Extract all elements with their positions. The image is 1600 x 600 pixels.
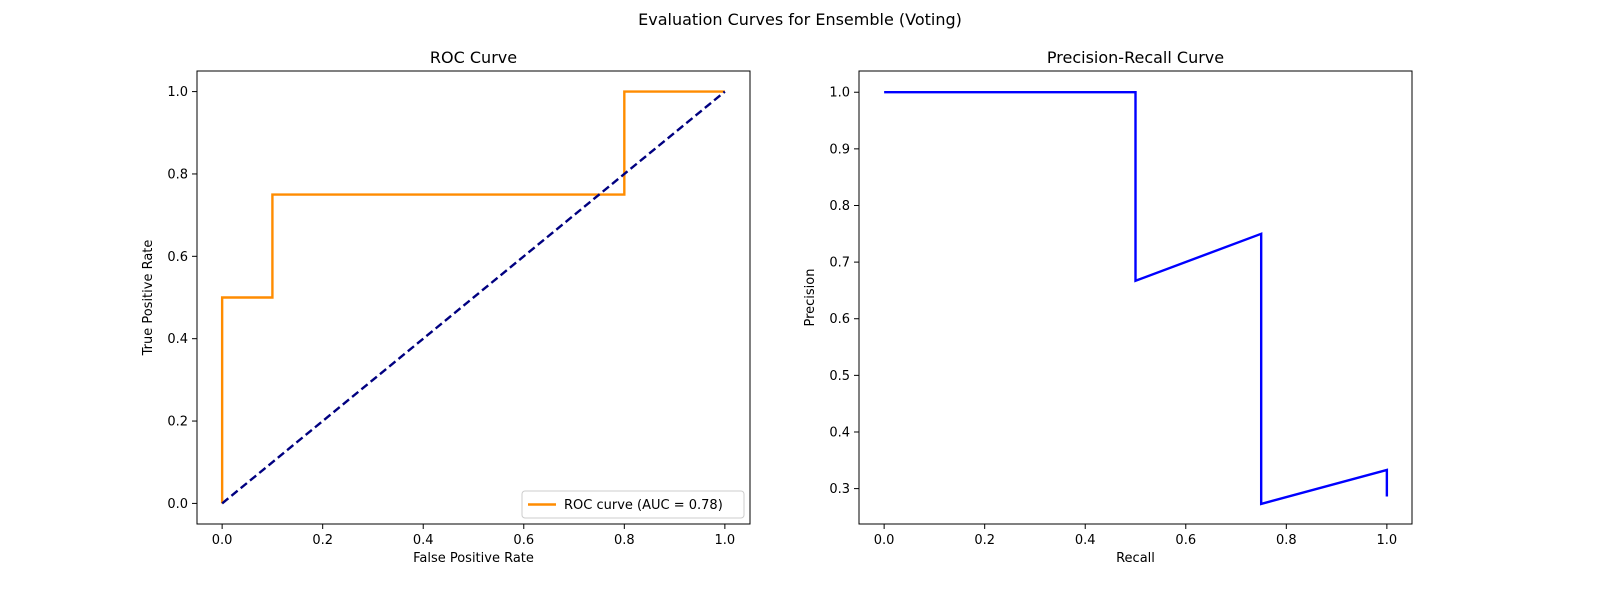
roc-x-tick-label: 0.4 [413, 533, 434, 548]
pr-y-tick-label: 0.4 [829, 425, 850, 440]
roc-y-axis-label: True Positive Rate [141, 240, 156, 357]
roc-y-tick-label: 0.4 [167, 332, 188, 347]
pr-x-tick-label: 1.0 [1377, 533, 1398, 548]
roc-series-roc-curve-line [220, 90, 725, 504]
pr-y-tick-label: 0.7 [829, 256, 850, 271]
roc-legend-label: ROC curve (AUC = 0.78) [564, 498, 723, 513]
roc-y-tick-label: 1.0 [167, 85, 188, 100]
roc-title: ROC Curve [430, 48, 517, 67]
pr-x-tick-label: 0.4 [1075, 533, 1096, 548]
roc-y-tick-label: 0.0 [167, 497, 188, 512]
roc-y-tick-label: 0.2 [167, 415, 188, 430]
roc-x-tick-label: 0.8 [614, 533, 635, 548]
precision-recall-curve-panel: Precision-Recall Curve 0.0 0.2 0.4 0.6 0.8 1.0… [803, 48, 1413, 566]
pr-x-tick-label: 0.2 [974, 533, 995, 548]
roc-legend-box [521, 490, 745, 519]
pr-title: Precision-Recall Curve [1047, 48, 1224, 67]
roc-y-tick-label: 0.8 [167, 167, 188, 182]
roc-x-tick-label: 0.0 [212, 533, 233, 548]
pr-y-tick-label: 0.3 [829, 482, 850, 497]
pr-y-tick-label: 0.5 [829, 369, 850, 384]
roc-x-tick-label: 1.0 [715, 533, 736, 548]
roc-axes-frame [196, 70, 751, 525]
roc-curve-panel: ROC Curve 0.0 0.2 0.4 0.6 0.8 1.0 0.0 0.2 0.4 0.6 0… [141, 48, 751, 566]
pr-x-tick-label: 0.6 [1175, 533, 1196, 548]
pr-y-tick-label: 0.9 [829, 142, 850, 157]
roc-plot-area [220, 90, 726, 505]
roc-x-axis-label: False Positive Rate [413, 551, 534, 566]
roc-y-tick-label: 0.6 [167, 250, 188, 265]
pr-y-tick-label: 0.6 [829, 312, 850, 327]
roc-x-tick-label: 0.6 [513, 533, 534, 548]
figure-suptitle: Evaluation Curves for Ensemble (Voting) [638, 10, 962, 29]
pr-y-tick-label: 0.8 [829, 199, 850, 214]
roc-x-tick-label: 0.2 [312, 533, 333, 548]
pr-axes-frame [858, 70, 1413, 525]
pr-x-axis-label: Recall [1116, 551, 1155, 566]
pr-y-tick-label: 1.0 [829, 86, 850, 101]
pr-series-line [884, 91, 1389, 506]
pr-x-tick-label: 0.8 [1276, 533, 1297, 548]
pr-plot-area [884, 91, 1389, 506]
pr-y-axis-label: Precision [803, 268, 818, 326]
roc-diagonal-reference-line [221, 90, 726, 505]
pr-x-tick-label: 0.0 [874, 533, 895, 548]
roc-legend: ROC curve (AUC = 0.78) [521, 490, 745, 519]
